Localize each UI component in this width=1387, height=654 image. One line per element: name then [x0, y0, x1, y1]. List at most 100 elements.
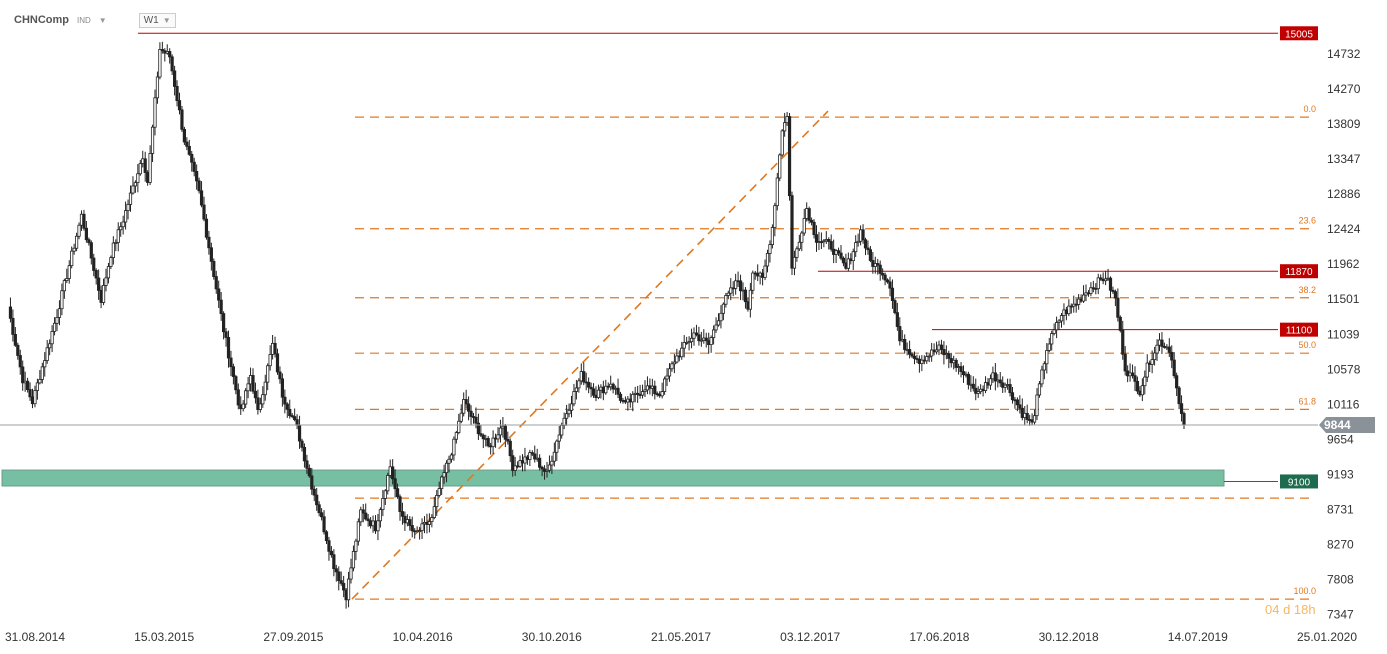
candle-bearish	[329, 550, 334, 556]
candle-bullish	[604, 385, 608, 394]
candle-bullish	[699, 339, 703, 342]
y-tick-label: 13347	[1327, 152, 1361, 166]
candle-bullish	[452, 438, 456, 456]
candle-bearish	[787, 116, 792, 197]
candle-bearish	[361, 509, 365, 514]
candle-bearish	[229, 357, 233, 368]
candle-bullish	[660, 391, 664, 397]
candle-bullish	[43, 360, 47, 368]
candle-bullish	[432, 506, 436, 518]
price-level-badge[interactable]	[1280, 264, 1318, 279]
candle-bearish	[1111, 289, 1115, 292]
candle-bearish	[986, 382, 990, 386]
current-price-marker[interactable]	[1319, 416, 1375, 433]
candle-bullish	[846, 258, 850, 269]
chart-toolbar: CHNComp IND ▼ W1 ▼	[14, 11, 176, 29]
price-level-badge[interactable]	[1280, 26, 1318, 41]
chevron-down-icon: ▼	[162, 15, 171, 25]
y-tick-label: 14270	[1327, 82, 1361, 96]
y-tick-label: 14732	[1327, 47, 1361, 61]
candle-bearish	[959, 366, 963, 372]
candle-bullish	[52, 322, 57, 332]
candle-bullish	[797, 241, 801, 250]
candle-bearish	[832, 248, 836, 255]
candle-bearish	[344, 589, 348, 601]
candle-bearish	[910, 353, 914, 357]
candle-bullish	[670, 363, 674, 370]
candle-bearish	[810, 219, 814, 223]
candle-bearish	[618, 393, 623, 401]
candle-bullish	[1045, 350, 1049, 365]
price-level-badge[interactable]	[1280, 474, 1318, 489]
candle-bullish	[1047, 343, 1051, 351]
candle-bearish	[881, 272, 885, 276]
candle-bearish	[915, 358, 919, 360]
candle-bullish	[1062, 309, 1066, 316]
candle-bearish	[324, 531, 329, 542]
x-axis[interactable]: 31.08.2014 15.03.2015 27.09.2015 10.04.2016…	[5, 630, 1357, 644]
candle-bullish	[383, 490, 387, 499]
candle-bullish	[35, 382, 40, 391]
candle-bearish	[16, 344, 20, 356]
candle-bearish	[628, 398, 632, 403]
candle-bearish	[251, 375, 255, 392]
candle-bullish	[822, 240, 826, 243]
candle-bearish	[606, 385, 610, 388]
candle-bullish	[378, 509, 383, 522]
timeframe-select[interactable]: W1 ▼	[138, 12, 176, 28]
candle-bullish	[748, 289, 752, 310]
candle-bearish	[653, 385, 657, 395]
candle-bullish	[856, 240, 860, 243]
candle-bearish	[677, 355, 681, 358]
candle-bullish	[773, 205, 777, 228]
candle-bullish	[983, 382, 988, 391]
candle-bearish	[746, 301, 750, 310]
candle-bearish	[236, 389, 240, 406]
y-axis[interactable]: 14732 14270 13809 13347 12886 12424 11962 11501…	[1327, 47, 1361, 622]
candle-bearish	[1177, 387, 1181, 405]
candle-bearish	[413, 530, 417, 533]
x-tick-label: 10.04.2016	[393, 630, 453, 644]
candle-bullish	[346, 578, 351, 601]
candle-bullish	[258, 403, 262, 410]
candle-bearish	[474, 416, 478, 424]
candle-bullish	[449, 454, 454, 460]
candle-bullish	[577, 380, 581, 389]
candle-bearish	[1126, 370, 1130, 377]
candle-bearish	[180, 109, 184, 130]
candle-bearish	[212, 260, 216, 277]
candle-bearish	[1091, 287, 1095, 290]
candle-bullish	[138, 163, 142, 175]
chevron-down-icon[interactable]: ▼	[98, 15, 107, 25]
candle-bearish	[1079, 298, 1083, 302]
candle-bearish	[932, 349, 936, 353]
candle-bullish	[633, 392, 637, 395]
candle-bullish	[1104, 278, 1108, 282]
candle-bullish	[552, 451, 556, 462]
candle-bullish	[45, 347, 49, 361]
candle-bullish	[672, 361, 677, 365]
candle-bearish	[366, 518, 370, 522]
candle-bearish	[273, 342, 277, 355]
x-tick-label: 17.06.2018	[909, 630, 969, 644]
candle-bullish	[136, 173, 140, 184]
candle-bullish	[437, 488, 441, 496]
candle-bearish	[1094, 287, 1098, 290]
support-zone-layer	[1, 469, 1225, 487]
candle-bearish	[912, 355, 917, 359]
candle-bullish	[535, 457, 539, 460]
candle-bearish	[1013, 399, 1017, 402]
price-labels-layer[interactable]: 15005 11870 11100 9100	[1280, 26, 1318, 489]
fibonacci-level-label: 38.2	[1298, 285, 1316, 295]
candle-bearish	[623, 400, 628, 403]
candle-bullish	[805, 208, 809, 219]
candle-bullish	[778, 154, 782, 179]
candle-bullish	[716, 320, 721, 326]
instrument-type-badge[interactable]: IND	[77, 15, 91, 25]
price-level-badge[interactable]	[1280, 322, 1318, 337]
candle-bearish	[332, 554, 336, 570]
candle-bearish	[175, 86, 179, 101]
candle-bearish	[280, 378, 285, 398]
candle-bullish	[596, 389, 601, 398]
